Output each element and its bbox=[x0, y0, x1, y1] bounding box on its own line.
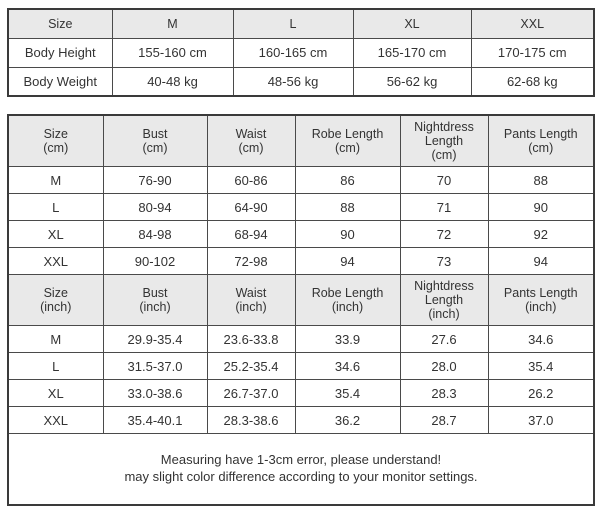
cell: 70 bbox=[399, 166, 489, 194]
measuring-note: Measuring have 1-3cm error, please under… bbox=[7, 433, 595, 505]
table-row: Body Height 155-160 cm 160-165 cm 165-17… bbox=[7, 37, 595, 68]
table-header-row: Size M L XL XXL bbox=[7, 8, 595, 39]
cell: 88 bbox=[487, 166, 595, 194]
cell: 35.4 bbox=[294, 379, 401, 407]
cell: 35.4-40.1 bbox=[102, 406, 208, 434]
col-header: Size (inch) bbox=[7, 274, 104, 326]
cell: 88 bbox=[294, 193, 401, 221]
note-line-2: may slight color difference according to… bbox=[124, 468, 478, 484]
col-header: Bust (inch) bbox=[102, 274, 208, 326]
row-label: M bbox=[7, 325, 104, 353]
col-header: Size bbox=[7, 8, 113, 39]
col-header: Bust (cm) bbox=[102, 114, 208, 167]
table-header-row-inch: Size (inch) Bust (inch) Waist (inch) Rob… bbox=[7, 274, 595, 326]
table-row: XXL 90-102 72-98 94 73 94 bbox=[7, 247, 595, 275]
cell: 90 bbox=[294, 220, 401, 248]
table-row: L 80-94 64-90 88 71 90 bbox=[7, 193, 595, 221]
cell: 62-68 kg bbox=[470, 66, 595, 97]
row-label: L bbox=[7, 193, 104, 221]
cell: 165-170 cm bbox=[352, 37, 472, 68]
cell: 80-94 bbox=[102, 193, 208, 221]
cell: 27.6 bbox=[399, 325, 489, 353]
cell: 76-90 bbox=[102, 166, 208, 194]
cell: 29.9-35.4 bbox=[102, 325, 208, 353]
row-label: XL bbox=[7, 379, 104, 407]
row-label: XXL bbox=[7, 406, 104, 434]
table-row: M 29.9-35.4 23.6-33.8 33.9 27.6 34.6 bbox=[7, 325, 595, 353]
cell: 84-98 bbox=[102, 220, 208, 248]
cell: 34.6 bbox=[294, 352, 401, 380]
cell: 33.0-38.6 bbox=[102, 379, 208, 407]
cell: 23.6-33.8 bbox=[206, 325, 296, 353]
cell: 25.2-35.4 bbox=[206, 352, 296, 380]
cell: 71 bbox=[399, 193, 489, 221]
cell: 155-160 cm bbox=[111, 37, 234, 68]
col-header: M bbox=[111, 8, 234, 39]
cell: 56-62 kg bbox=[352, 66, 472, 97]
cell: 28.3 bbox=[399, 379, 489, 407]
row-label: Body Height bbox=[7, 37, 113, 68]
col-header: Pants Length (cm) bbox=[487, 114, 595, 167]
cell: 28.0 bbox=[399, 352, 489, 380]
col-header: Robe Length (cm) bbox=[294, 114, 401, 167]
cell: 86 bbox=[294, 166, 401, 194]
table-header-row-cm: Size (cm) Bust (cm) Waist (cm) Robe Leng… bbox=[7, 114, 595, 167]
table-row: L 31.5-37.0 25.2-35.4 34.6 28.0 35.4 bbox=[7, 352, 595, 380]
table-row: XXL 35.4-40.1 28.3-38.6 36.2 28.7 37.0 bbox=[7, 406, 595, 434]
note-row: Measuring have 1-3cm error, please under… bbox=[7, 433, 595, 505]
cell: 73 bbox=[399, 247, 489, 275]
table-row: XL 84-98 68-94 90 72 92 bbox=[7, 220, 595, 248]
cell: 160-165 cm bbox=[232, 37, 354, 68]
col-header: XXL bbox=[470, 8, 595, 39]
cell: 37.0 bbox=[487, 406, 595, 434]
cell: 64-90 bbox=[206, 193, 296, 221]
cell: 26.2 bbox=[487, 379, 595, 407]
col-header: Nightdress Length (cm) bbox=[399, 114, 489, 167]
col-header: Nightdress Length (inch) bbox=[399, 274, 489, 326]
col-header: Waist (cm) bbox=[206, 114, 296, 167]
row-label: M bbox=[7, 166, 104, 194]
table-row: XL 33.0-38.6 26.7-37.0 35.4 28.3 26.2 bbox=[7, 379, 595, 407]
col-header: Size (cm) bbox=[7, 114, 104, 167]
table-row: Body Weight 40-48 kg 48-56 kg 56-62 kg 6… bbox=[7, 66, 595, 97]
cell: 90 bbox=[487, 193, 595, 221]
col-header: L bbox=[232, 8, 354, 39]
cell: 72 bbox=[399, 220, 489, 248]
cell: 40-48 kg bbox=[111, 66, 234, 97]
body-size-table: Size M L XL XXL Body Height 155-160 cm 1… bbox=[7, 8, 595, 97]
cell: 33.9 bbox=[294, 325, 401, 353]
col-header: Robe Length (inch) bbox=[294, 274, 401, 326]
cell: 26.7-37.0 bbox=[206, 379, 296, 407]
cell: 94 bbox=[487, 247, 595, 275]
garment-size-table: Size (cm) Bust (cm) Waist (cm) Robe Leng… bbox=[7, 114, 595, 506]
row-label: XL bbox=[7, 220, 104, 248]
cell: 28.7 bbox=[399, 406, 489, 434]
cell: 60-86 bbox=[206, 166, 296, 194]
cell: 90-102 bbox=[102, 247, 208, 275]
cell: 68-94 bbox=[206, 220, 296, 248]
cell: 92 bbox=[487, 220, 595, 248]
cell: 28.3-38.6 bbox=[206, 406, 296, 434]
cell: 34.6 bbox=[487, 325, 595, 353]
cell: 35.4 bbox=[487, 352, 595, 380]
col-header: Waist (inch) bbox=[206, 274, 296, 326]
cell: 36.2 bbox=[294, 406, 401, 434]
cell: 31.5-37.0 bbox=[102, 352, 208, 380]
cell: 48-56 kg bbox=[232, 66, 354, 97]
row-label: L bbox=[7, 352, 104, 380]
cell: 170-175 cm bbox=[470, 37, 595, 68]
col-header: XL bbox=[352, 8, 472, 39]
cell: 72-98 bbox=[206, 247, 296, 275]
note-line-1: Measuring have 1-3cm error, please under… bbox=[160, 451, 442, 467]
table-row: M 76-90 60-86 86 70 88 bbox=[7, 166, 595, 194]
col-header: Pants Length (inch) bbox=[487, 274, 595, 326]
cell: 94 bbox=[294, 247, 401, 275]
row-label: XXL bbox=[7, 247, 104, 275]
row-label: Body Weight bbox=[7, 66, 113, 97]
